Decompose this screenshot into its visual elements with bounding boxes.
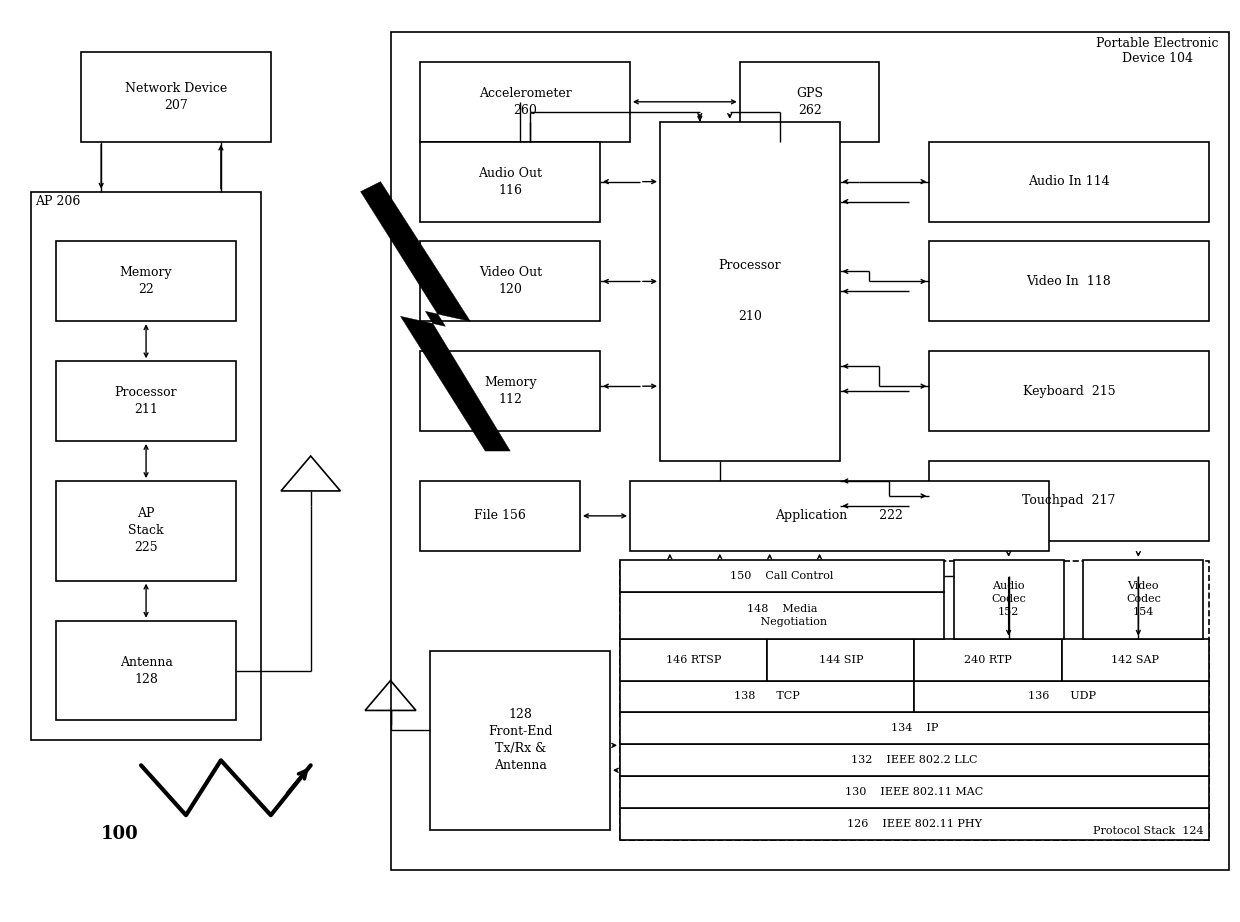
Bar (740, 62, 879, 142)
Text: Antenna
128: Antenna 128 (119, 656, 172, 686)
Bar (620, 744, 1209, 776)
Text: Network Device
207: Network Device 207 (125, 82, 227, 112)
Bar (56, 481, 236, 581)
Text: Processor
211: Processor 211 (115, 386, 177, 416)
Text: 150    Call Control: 150 Call Control (730, 571, 833, 581)
Bar (620, 560, 944, 592)
Bar (620, 680, 914, 713)
Text: 100: 100 (102, 825, 139, 844)
Text: File 156: File 156 (475, 509, 526, 523)
Text: Portable Electronic
Device 104: Portable Electronic Device 104 (1096, 37, 1219, 65)
Text: Audio
Codec
152: Audio Codec 152 (991, 581, 1025, 618)
Bar (1061, 639, 1209, 680)
Bar (430, 651, 610, 830)
Text: Keyboard  215: Keyboard 215 (1023, 384, 1115, 397)
Text: Processor


210: Processor 210 (718, 259, 781, 324)
Text: 138      TCP: 138 TCP (734, 692, 800, 702)
Text: 130    IEEE 802.11 MAC: 130 IEEE 802.11 MAC (846, 787, 983, 798)
Bar (420, 351, 600, 431)
Bar (620, 639, 768, 680)
Bar (620, 809, 1209, 840)
Bar (620, 713, 1209, 744)
Bar (31, 192, 260, 740)
Text: Application        222: Application 222 (775, 509, 904, 523)
Text: 132    IEEE 802.2 LLC: 132 IEEE 802.2 LLC (851, 755, 977, 765)
Bar (954, 560, 1064, 639)
Bar (1084, 560, 1203, 639)
Bar (929, 242, 1209, 321)
Bar (929, 461, 1209, 541)
Text: AP
Stack
225: AP Stack 225 (128, 507, 164, 554)
Text: 128
Front-End
Tx/Rx &
Antenna: 128 Front-End Tx/Rx & Antenna (489, 708, 553, 773)
Text: GPS
262: GPS 262 (796, 87, 823, 117)
Text: 144 SIP: 144 SIP (818, 655, 863, 665)
Text: Video Out
120: Video Out 120 (479, 266, 542, 296)
Text: 136      UDP: 136 UDP (1028, 692, 1095, 702)
Bar (391, 32, 1229, 870)
Bar (914, 639, 1061, 680)
Text: Memory
22: Memory 22 (120, 266, 172, 296)
Text: Touchpad  217: Touchpad 217 (1022, 494, 1116, 507)
Text: Protocol Stack  124: Protocol Stack 124 (1094, 826, 1204, 836)
Bar (420, 242, 600, 321)
Bar (768, 639, 914, 680)
Text: 240 RTP: 240 RTP (963, 655, 1012, 665)
Text: 134    IP: 134 IP (890, 724, 937, 733)
Bar (929, 351, 1209, 431)
Bar (620, 592, 944, 639)
Bar (420, 62, 630, 142)
Text: 148    Media
       Negotiation: 148 Media Negotiation (737, 604, 827, 627)
Bar (56, 242, 236, 321)
Bar (660, 122, 839, 461)
Bar (914, 680, 1209, 713)
Bar (420, 142, 600, 221)
Text: Audio Out
116: Audio Out 116 (479, 167, 542, 196)
Bar (420, 481, 580, 550)
Bar (620, 776, 1209, 809)
Bar (630, 481, 1049, 550)
Text: Accelerometer
260: Accelerometer 260 (479, 87, 572, 117)
Text: Video
Codec
154: Video Codec 154 (1126, 581, 1161, 618)
Bar (620, 561, 1209, 840)
Polygon shape (361, 182, 510, 451)
Bar (56, 621, 236, 720)
Text: AP 206: AP 206 (35, 195, 81, 207)
Text: 126    IEEE 802.11 PHY: 126 IEEE 802.11 PHY (847, 819, 982, 829)
Text: Memory
112: Memory 112 (484, 376, 537, 407)
Text: Video In  118: Video In 118 (1027, 275, 1111, 288)
Text: 146 RTSP: 146 RTSP (666, 655, 722, 665)
Text: 142 SAP: 142 SAP (1111, 655, 1159, 665)
Text: Audio In 114: Audio In 114 (1028, 175, 1110, 188)
Bar (81, 52, 270, 142)
Bar (929, 142, 1209, 221)
Bar (56, 361, 236, 441)
